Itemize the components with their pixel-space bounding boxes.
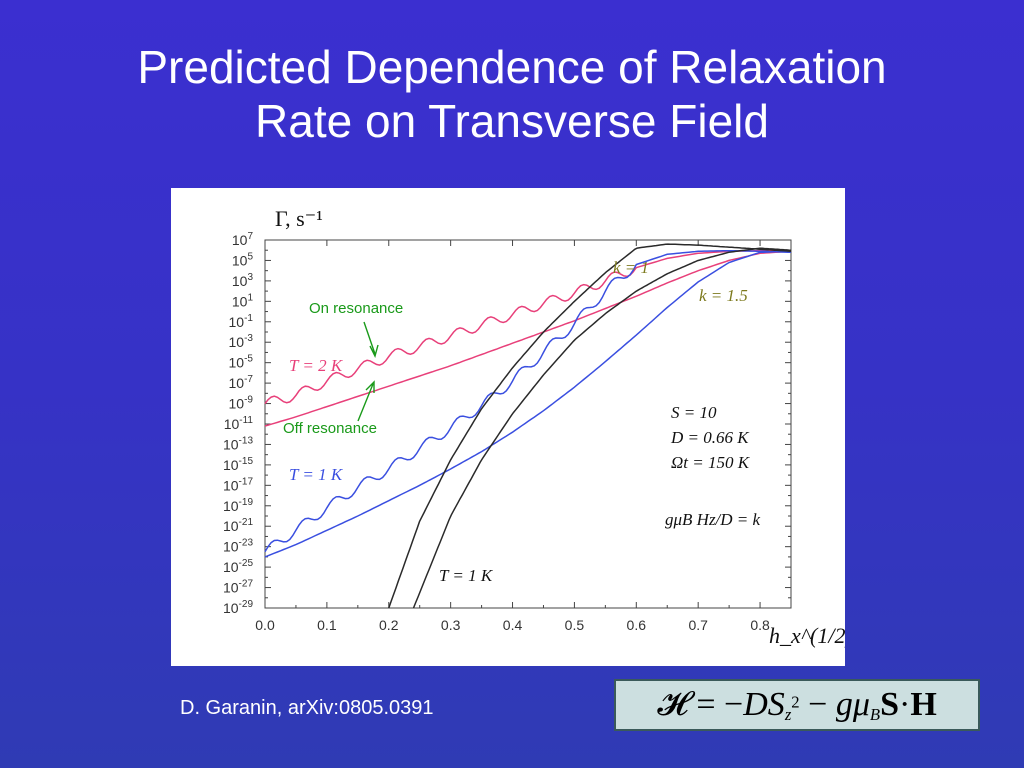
x-tick-label: 0.8 <box>750 617 770 633</box>
label-on-resonance: On resonance <box>309 300 403 317</box>
y-tick-label: 10-17 <box>223 476 253 493</box>
series-line-t-2-k-on-resonance- <box>264 249 791 405</box>
y-tick-label: 10-19 <box>223 497 253 514</box>
series-line-t-1-k-on-resonance- <box>264 249 792 553</box>
y-tick-label: 10-27 <box>223 579 253 596</box>
y-tick-label: 10-15 <box>223 456 253 473</box>
param-D: D = 0.66 K <box>670 428 750 447</box>
series-line-t-1-k-off-resonance- <box>264 250 792 558</box>
y-tick-label: 10-7 <box>229 374 254 391</box>
x-tick-label: 0.6 <box>627 617 647 633</box>
x-tick-label: 0.7 <box>688 617 708 633</box>
y-tick-label: 107 <box>232 231 254 248</box>
title-line-2: Rate on Transverse Field <box>255 95 769 147</box>
x-tick-label: 0.3 <box>441 617 461 633</box>
y-tick-label: 10-21 <box>223 517 253 534</box>
label-off-resonance: Off resonance <box>283 420 377 437</box>
hamiltonian-formula: 𝓗 = −DSz2 − gμBS·H <box>614 679 980 731</box>
x-tick-label: 0.2 <box>379 617 399 633</box>
slide-title: Predicted Dependence of Relaxation Rate … <box>0 40 1024 148</box>
label-k1: k = 1 <box>613 258 649 277</box>
arrow-on-resonance <box>363 321 379 358</box>
y-tick-label: 10-13 <box>223 435 253 452</box>
x-tick-label: 0.5 <box>565 617 585 633</box>
relaxation-rate-chart: 107 105 103 101 10-1 10-3 10-5 10-7 10-9 10-11 10-… <box>223 206 845 648</box>
y-tick-label: 10-9 <box>229 395 254 412</box>
y-tick-label: 10-5 <box>229 354 254 371</box>
x-tick-label: 0.1 <box>317 617 337 633</box>
series-line-k-1 <box>388 243 792 609</box>
y-tick-label: 10-25 <box>223 558 253 575</box>
param-S: S = 10 <box>671 403 717 422</box>
y-tick-label: 10-23 <box>223 538 253 555</box>
y-tick-label: 101 <box>232 292 254 309</box>
series-line-t-2-k-off-resonance- <box>264 250 792 427</box>
param-Omega: Ωt = 150 K <box>671 453 751 472</box>
citation-credit: D. Garanin, arXiv:0805.0391 <box>180 697 434 719</box>
x-tick-label: 0.4 <box>503 617 523 633</box>
param-k: gμB Hz/D = k <box>665 510 761 529</box>
y-tick-label: 105 <box>232 251 254 268</box>
label-k15: k = 1.5 <box>699 286 748 305</box>
y-tick-label: 103 <box>232 272 254 289</box>
y-tick-label: 10-29 <box>223 599 253 616</box>
formula-text: 𝓗 = −DSz2 − gμBS·H <box>657 685 937 724</box>
y-tick-label: 10-11 <box>224 415 254 432</box>
series-line-k-1-5 <box>412 247 792 609</box>
x-axis-label: h_x^(1/2) <box>769 623 845 648</box>
title-line-1: Predicted Dependence of Relaxation <box>137 41 887 93</box>
y-tick-label: 10-3 <box>229 333 254 350</box>
x-tick-label: 0.0 <box>255 617 275 633</box>
label-T1-black: T = 1 K <box>439 566 494 585</box>
plot-panel: 107 105 103 101 10-1 10-3 10-5 10-7 10-9 10-11 10-… <box>171 188 845 666</box>
arrow-off-resonance <box>357 380 375 422</box>
y-tick-label: 10-1 <box>229 313 254 330</box>
label-T1-blue: T = 1 K <box>289 465 344 484</box>
y-axis-label: Γ, s⁻¹ <box>275 206 323 231</box>
label-T2: T = 2 K <box>289 356 344 375</box>
